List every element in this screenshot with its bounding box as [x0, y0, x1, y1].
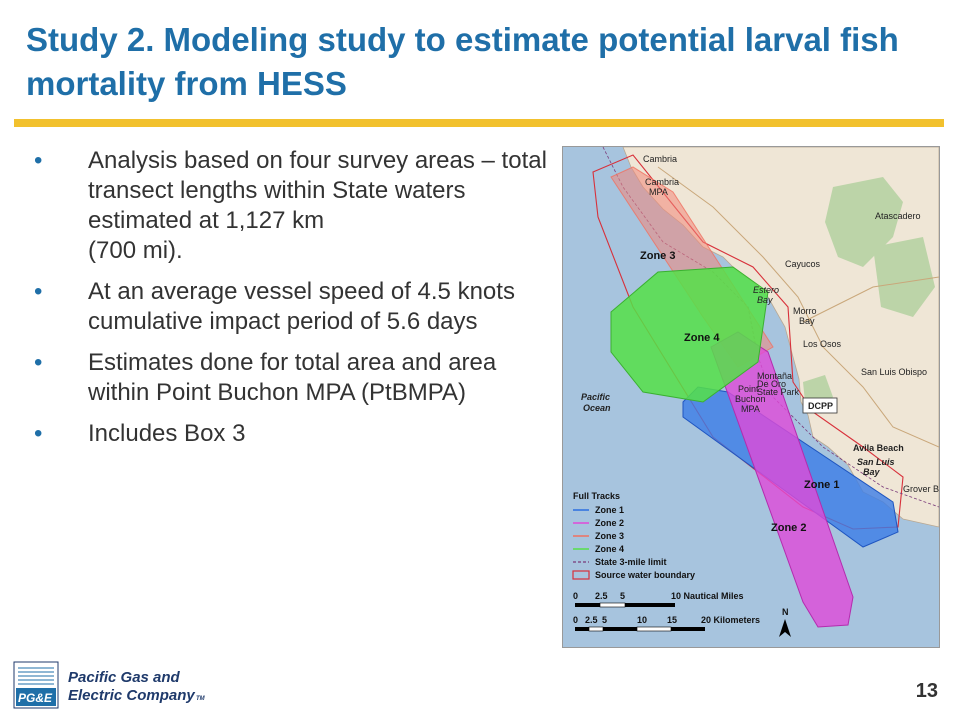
logo-mark: PG&E	[18, 691, 53, 705]
bullet-symbol: •	[34, 349, 43, 376]
label-zone-3: Zone 3	[640, 250, 675, 262]
bullet-item: • Estimates done for total area and area …	[28, 348, 548, 408]
scale-bar-kilometers: 0 2.5 5 10 15 20 Kilometers	[573, 615, 760, 632]
map-road	[657, 166, 939, 448]
legend-item: Zone 4	[595, 544, 624, 554]
label-grover-beach: Grover B	[903, 484, 939, 494]
scale-tick: 10 Nautical Miles	[671, 591, 744, 601]
label-atascadero: Atascadero	[875, 211, 921, 221]
label-san-luis-bay-2: Bay	[863, 467, 881, 477]
scale-tick: 0	[573, 591, 578, 601]
legend-title: Full Tracks	[573, 491, 620, 501]
label-san-luis-obispo: San Luis Obispo	[861, 367, 927, 377]
dcpp-box	[802, 397, 838, 414]
label-montana-de-oro-3: State Park	[757, 387, 800, 397]
zone-4-tracks	[610, 266, 769, 403]
bullet-text: Estimates done for total area and area w…	[88, 349, 497, 406]
map-park-area	[873, 237, 935, 317]
scale-segment	[636, 626, 672, 632]
label-point-buchon-mpa: Point	[738, 384, 759, 394]
page-number: 13	[915, 680, 938, 702]
label-pacific-ocean-2: Ocean	[583, 403, 611, 413]
label-cambria-mpa-2: MPA	[649, 187, 668, 197]
legend-item: Zone 3	[595, 531, 624, 541]
label-san-luis-bay: San Luis	[857, 457, 895, 467]
bullet-item: • Analysis based on four survey areas – t…	[28, 146, 548, 266]
label-zone-2: Zone 2	[771, 522, 806, 534]
scale-tick: 2.5	[595, 591, 608, 601]
scale-segment	[575, 627, 589, 631]
slide-title: Study 2. Modeling study to estimate pote…	[26, 21, 899, 102]
label-cambria: Cambria	[643, 154, 677, 164]
label-cambria-mpa: Cambria	[645, 177, 679, 187]
label-point-buchon-mpa-3: MPA	[741, 404, 760, 414]
pge-logo: PG&E Pacific Gas and Electric Company TM	[12, 660, 212, 712]
label-avila-beach: Avila Beach	[853, 443, 904, 453]
map-road	[802, 276, 939, 323]
scale-tick: 5	[602, 615, 607, 625]
survey-zones-map: Cambria Cambria MPA Cayucos Atascadero E…	[562, 146, 940, 648]
legend-item: Source water boundary	[595, 570, 695, 580]
legend-item: Zone 2	[595, 518, 624, 528]
scale-segment	[603, 627, 637, 631]
label-morro-bay: Morro	[793, 306, 817, 316]
label-morro-bay-2: Bay	[799, 316, 815, 326]
bullet-symbol: •	[34, 420, 43, 447]
label-cayucos: Cayucos	[785, 259, 821, 269]
bullet-list: • Analysis based on four survey areas – t…	[28, 146, 548, 460]
label-zone-4: Zone 4	[684, 332, 720, 344]
scale-segment	[625, 603, 675, 607]
legend-item: Zone 1	[595, 505, 624, 515]
map-legend: Full Tracks Zone 1 Zone 2 Zone 3 Zone 4 …	[572, 491, 695, 580]
scale-tick: 20 Kilometers	[701, 615, 760, 625]
scale-segment	[671, 627, 705, 631]
logo-tm: TM	[196, 696, 206, 702]
scale-tick: 5	[620, 591, 625, 601]
label-zone-1: Zone 1	[804, 479, 839, 491]
scale-bar-nautical: 0 2.5 5 10 Nautical Miles	[573, 591, 744, 608]
bullet-item: • Includes Box 3	[28, 419, 548, 449]
bullet-text: Analysis based on four survey areas – to…	[88, 147, 547, 264]
label-los-osos: Los Osos	[803, 339, 842, 349]
scale-tick: 10	[637, 615, 647, 625]
label-montana-de-oro: Montaña	[757, 371, 792, 381]
legend-swatch	[572, 570, 590, 580]
bullet-text: Includes Box 3	[88, 420, 246, 447]
scale-segment	[588, 626, 604, 632]
scale-segment	[599, 602, 626, 608]
north-label: N	[782, 607, 789, 617]
label-dcpp: DCPP	[808, 401, 833, 411]
bullet-symbol: •	[34, 278, 43, 305]
label-montana-de-oro-2: De Oro	[757, 379, 786, 389]
scale-tick: 2.5	[585, 615, 598, 625]
label-estero-bay-2: Bay	[757, 295, 773, 305]
bullet-text: At an average vessel speed of 4.5 knots …	[88, 278, 515, 335]
scale-tick: 0	[573, 615, 578, 625]
bullet-symbol: •	[34, 147, 43, 174]
label-pacific-ocean: Pacific	[581, 392, 610, 402]
map-park-area	[825, 177, 903, 267]
bullet-item: • At an average vessel speed of 4.5 knots…	[28, 277, 548, 337]
logo-line2: Electric Company	[68, 687, 195, 704]
logo-line1: Pacific Gas and	[68, 669, 181, 686]
legend-item: State 3-mile limit	[595, 557, 667, 567]
scale-segment	[575, 603, 600, 607]
scale-tick: 15	[667, 615, 677, 625]
label-estero-bay: Estero	[753, 285, 779, 295]
label-point-buchon-mpa-2: Buchon	[735, 394, 766, 404]
north-arrow-icon: N	[779, 607, 791, 637]
title-underline	[14, 119, 944, 127]
